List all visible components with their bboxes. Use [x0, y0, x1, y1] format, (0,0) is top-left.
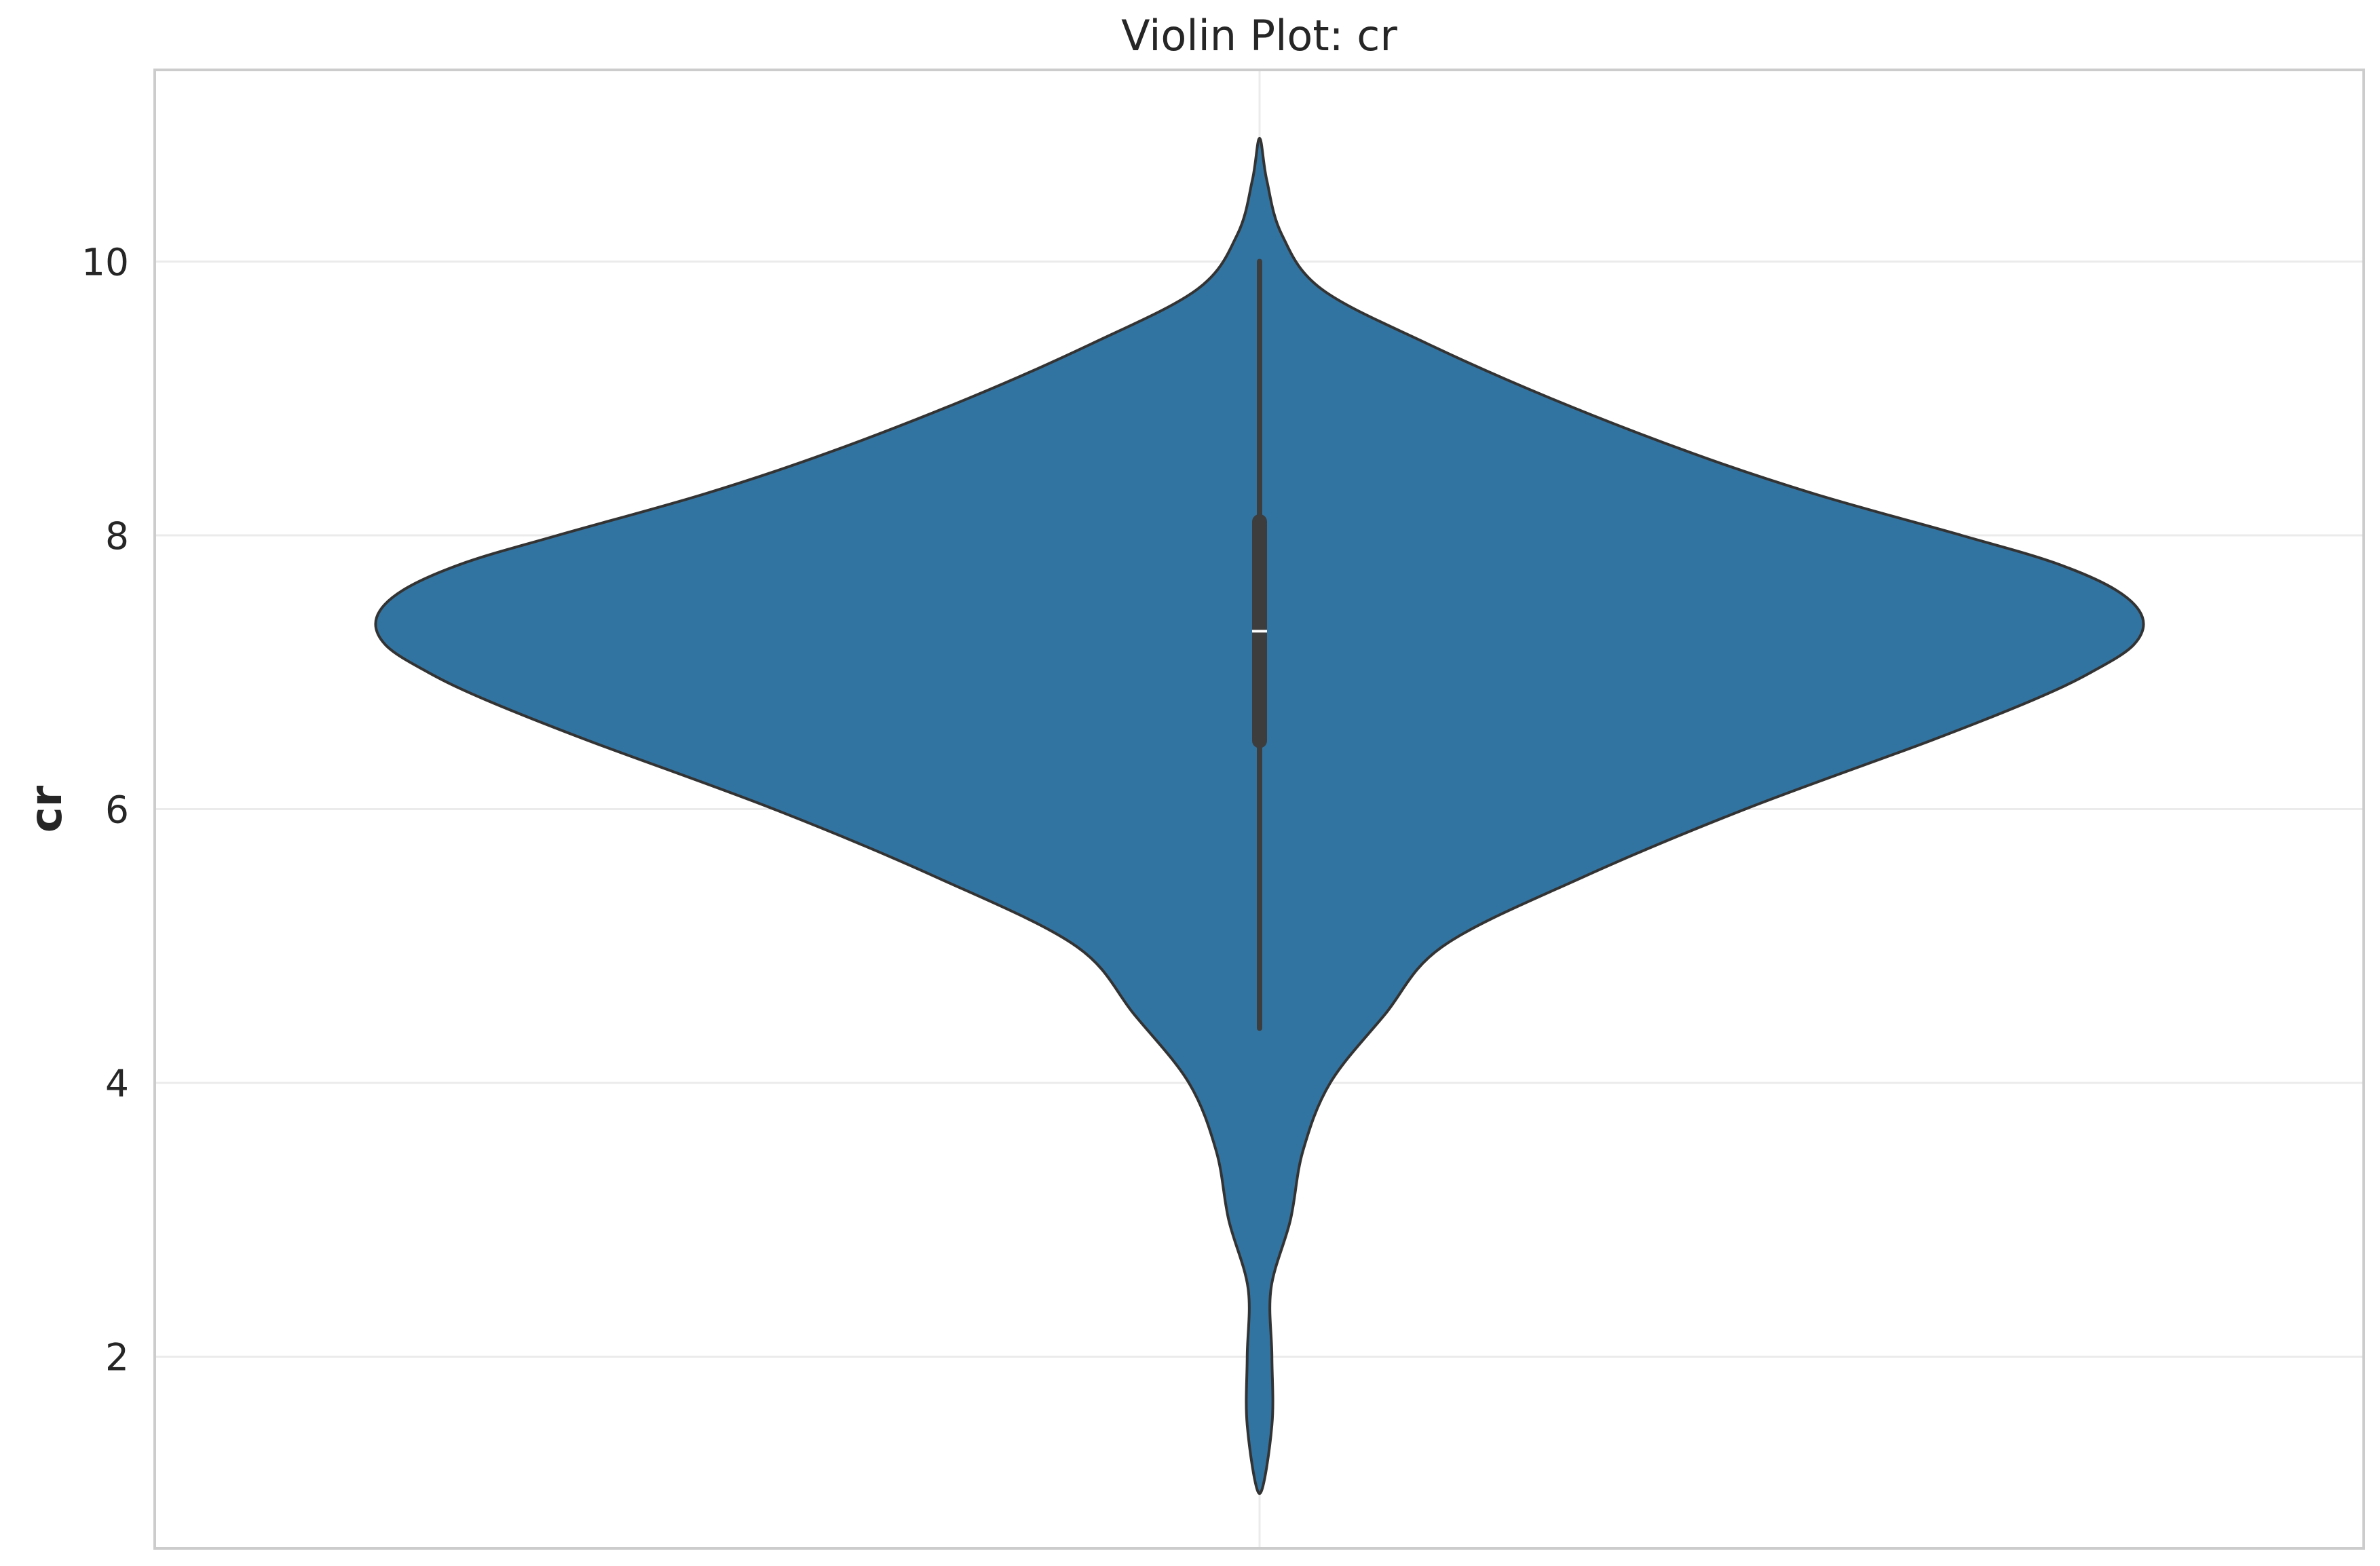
y-tick-label: 6: [105, 788, 129, 832]
y-tick-label: 10: [81, 240, 129, 284]
y-tick-label: 4: [105, 1062, 129, 1105]
y-axis-label: cr: [22, 785, 72, 833]
y-tick-label: 2: [105, 1336, 129, 1379]
y-tick-labels: 2 4 6 8 10: [81, 240, 129, 1379]
y-tick-label: 8: [105, 514, 129, 558]
chart-title: Violin Plot: cr: [1121, 11, 1397, 60]
plot-frame: [153, 69, 2365, 1550]
